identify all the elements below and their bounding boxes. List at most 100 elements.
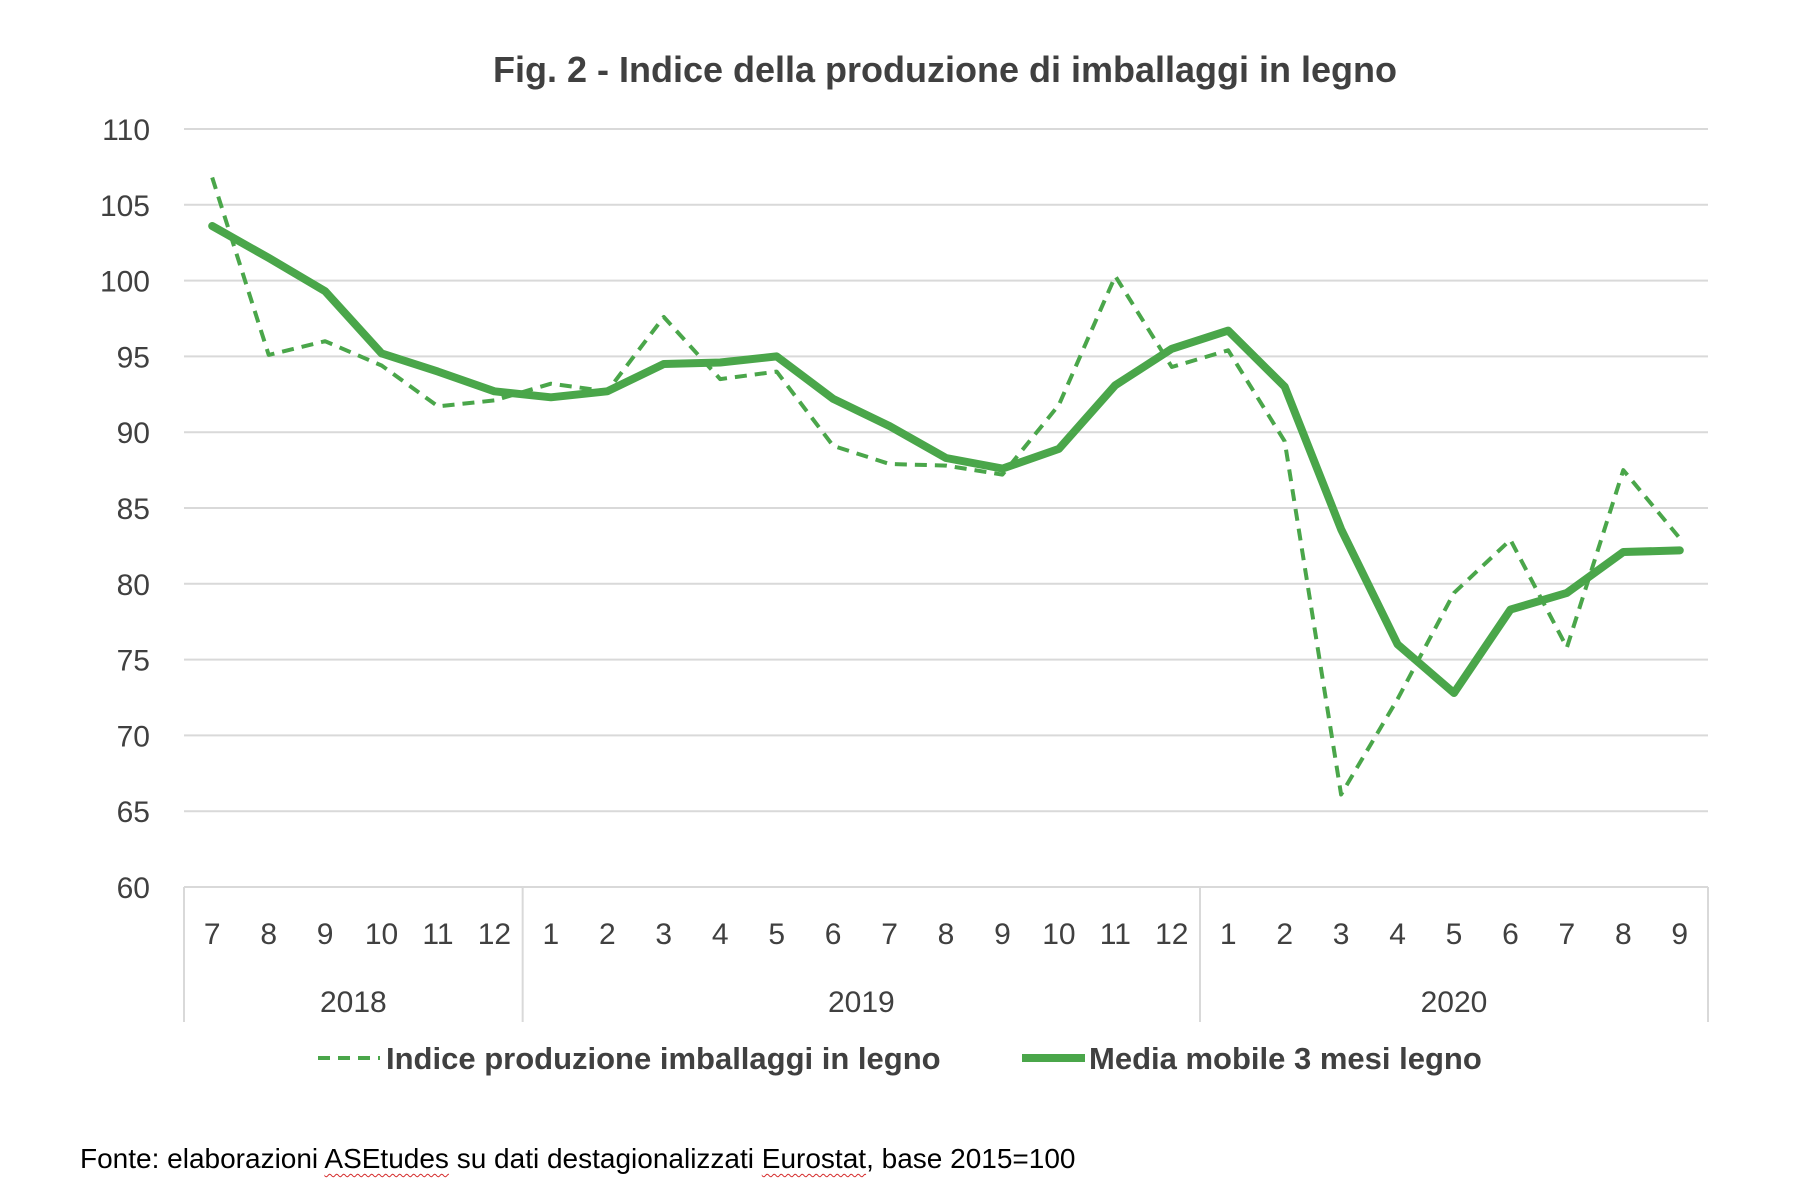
y-tick-label: 90 <box>117 417 150 450</box>
source-text-1: Fonte: elaborazioni <box>80 1143 325 1174</box>
data-point-index <box>1058 404 1060 406</box>
y-tick-label: 105 <box>100 190 150 223</box>
y-tick-label: 110 <box>102 114 150 147</box>
data-point-index <box>550 383 552 385</box>
data-point-moving-average <box>1566 592 1568 594</box>
x-tick-label: 4 <box>1389 918 1406 951</box>
data-point-moving-average <box>1227 330 1229 332</box>
data-point-moving-average <box>663 363 665 365</box>
data-point-index <box>437 405 439 407</box>
y-tick-label: 100 <box>100 266 150 299</box>
data-point-index <box>324 340 326 342</box>
data-point-moving-average <box>437 371 439 373</box>
source-text-2: su dati destagionalizzati <box>448 1143 762 1174</box>
data-point-moving-average <box>324 290 326 292</box>
y-tick-label: 75 <box>117 645 150 678</box>
data-point-moving-average <box>1058 448 1060 450</box>
data-point-index <box>1679 537 1681 539</box>
x-tick-label: 10 <box>365 918 398 951</box>
x-tick-label: 7 <box>881 918 898 951</box>
x-tick-label: 1 <box>543 918 560 951</box>
y-tick-label: 85 <box>117 493 150 526</box>
data-point-moving-average <box>606 390 608 392</box>
data-point-index <box>381 364 383 366</box>
data-point-moving-average <box>381 352 383 354</box>
data-point-index <box>1227 349 1229 351</box>
x-tick-label: 1 <box>1220 918 1237 951</box>
x-tick-label: 2 <box>599 918 616 951</box>
x-tick-label: 7 <box>1559 918 1576 951</box>
data-point-moving-average <box>776 355 778 357</box>
source-note: Fonte: elaborazioni ASEtudes su dati des… <box>80 1143 1075 1175</box>
year-label: 2018 <box>320 986 387 1019</box>
y-tick-label: 60 <box>117 872 150 905</box>
data-point-moving-average <box>1397 643 1399 645</box>
data-point-moving-average <box>1001 468 1003 470</box>
data-point-moving-average <box>1284 386 1286 388</box>
y-axis-tick-labels: 110 105 100 95 90 85 80 75 70 65 60 <box>100 114 150 905</box>
data-point-index <box>663 316 665 318</box>
x-tick-label: 3 <box>1333 918 1350 951</box>
chart-title: Fig. 2 - Indice della produzione di imba… <box>493 49 1397 90</box>
x-tick-label: 12 <box>1155 918 1188 951</box>
data-point-index <box>211 177 213 179</box>
data-point-index <box>832 445 834 447</box>
y-tick-label: 65 <box>117 796 150 829</box>
legend-label-index: Indice produzione imballaggi in legno <box>386 1041 941 1076</box>
data-point-index <box>945 465 947 467</box>
year-label: 2019 <box>828 986 895 1019</box>
data-point-moving-average <box>945 457 947 459</box>
series-line-moving-average <box>208 222 1684 697</box>
data-point-index <box>1171 366 1173 368</box>
data-point-index <box>1001 474 1003 476</box>
x-tick-label: 5 <box>768 918 785 951</box>
data-point-index <box>1114 275 1116 277</box>
data-point-index <box>268 354 270 356</box>
data-point-moving-average <box>832 398 834 400</box>
data-point-moving-average <box>493 390 495 392</box>
data-point-moving-average <box>1340 528 1342 530</box>
y-tick-label: 80 <box>117 569 150 602</box>
data-point-index <box>719 378 721 380</box>
data-point-index <box>493 399 495 401</box>
data-point-moving-average <box>1622 551 1624 553</box>
gridlines <box>184 128 1708 888</box>
data-point-index <box>1566 646 1568 648</box>
x-tick-label: 9 <box>317 918 334 951</box>
data-point-moving-average <box>211 225 213 227</box>
data-point-moving-average <box>1171 348 1173 350</box>
series-line-index <box>210 176 1682 797</box>
x-tick-label: 9 <box>994 918 1011 951</box>
x-tick-label: 10 <box>1042 918 1075 951</box>
data-point-moving-average <box>268 257 270 259</box>
legend: Indice produzione imballaggi in legno Me… <box>318 1041 1482 1076</box>
x-tick-label: 5 <box>1446 918 1463 951</box>
legend-label-moving-average: Media mobile 3 mesi legno <box>1089 1041 1482 1076</box>
x-tick-label: 6 <box>825 918 842 951</box>
year-label: 2020 <box>1421 986 1488 1019</box>
x-tick-label: 4 <box>712 918 729 951</box>
data-point-index <box>1509 539 1511 541</box>
data-point-moving-average <box>1509 609 1511 611</box>
data-point-index <box>889 463 891 465</box>
data-point-moving-average <box>1114 384 1116 386</box>
x-tick-label: 12 <box>478 918 511 951</box>
series-lines <box>208 176 1684 797</box>
data-point-moving-average <box>1679 549 1681 551</box>
data-point-moving-average <box>550 396 552 398</box>
data-point-index <box>1622 469 1624 471</box>
source-asetudes: ASEtudes <box>324 1143 449 1174</box>
data-point-index <box>776 371 778 373</box>
x-tick-label: 8 <box>1615 918 1632 951</box>
x-tick-label: 3 <box>655 918 672 951</box>
data-point-moving-average <box>1453 692 1455 694</box>
y-tick-label: 70 <box>117 720 150 753</box>
data-point-index <box>1453 592 1455 594</box>
y-tick-label: 95 <box>117 341 150 374</box>
x-tick-label: 6 <box>1502 918 1519 951</box>
x-tick-label: 2 <box>1276 918 1293 951</box>
data-point-index <box>1397 698 1399 700</box>
source-eurostat: Eurostat <box>761 1143 867 1174</box>
x-tick-label: 7 <box>204 918 221 951</box>
